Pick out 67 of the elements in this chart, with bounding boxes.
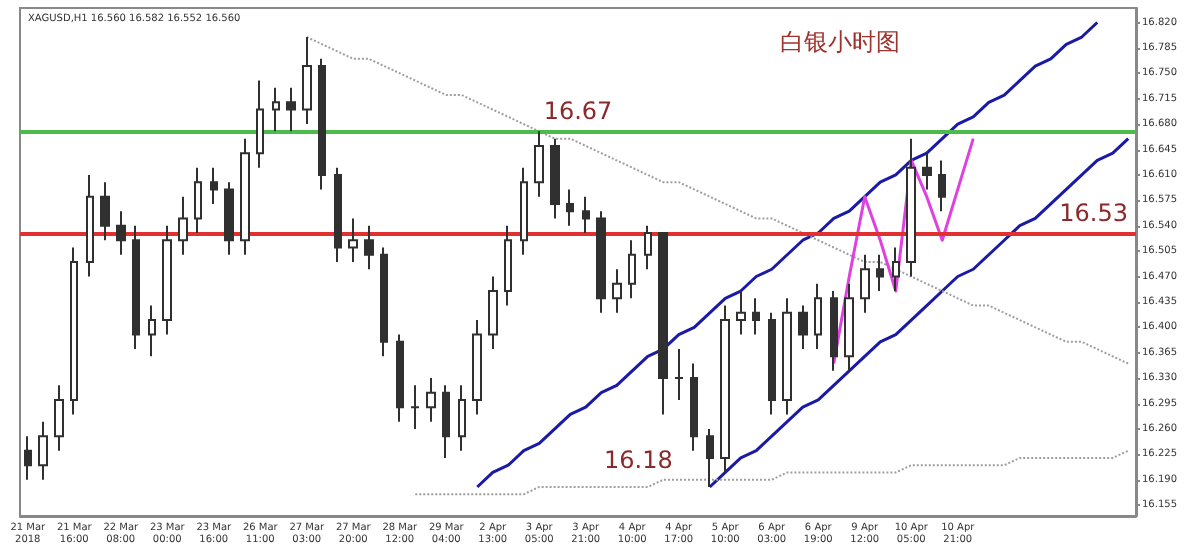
candlestick xyxy=(210,166,218,205)
candlestick xyxy=(240,137,250,256)
line-series xyxy=(414,449,1130,496)
candlestick xyxy=(768,311,776,416)
candlestick xyxy=(860,253,870,314)
candlestick xyxy=(396,333,404,423)
candlestick xyxy=(658,231,668,416)
candlestick xyxy=(132,224,140,351)
candlestick xyxy=(720,304,730,474)
candlestick xyxy=(752,297,760,336)
candlestick xyxy=(782,297,792,416)
candlestick xyxy=(938,159,946,213)
candlestick xyxy=(504,224,512,307)
candlestick xyxy=(472,319,482,416)
candlestick xyxy=(54,384,64,452)
candlestick xyxy=(830,290,838,372)
candlestick xyxy=(488,275,498,351)
candlestick xyxy=(86,173,94,278)
candlestick xyxy=(426,377,436,423)
annotation: 16.18 xyxy=(604,446,673,474)
candlestick xyxy=(736,290,746,336)
line-series xyxy=(832,137,975,366)
candlestick xyxy=(922,152,932,191)
candlestick xyxy=(38,420,48,481)
candlestick xyxy=(286,86,296,133)
candlestick xyxy=(844,282,854,372)
candlestick xyxy=(442,384,450,459)
candlestick xyxy=(612,268,622,314)
candlestick xyxy=(318,57,326,191)
line-series xyxy=(708,137,1130,489)
candlestick xyxy=(348,217,358,263)
candlestick xyxy=(100,181,110,242)
candlestick xyxy=(410,384,420,430)
candlestick xyxy=(876,253,884,293)
candlestick xyxy=(644,224,652,271)
candlestick xyxy=(534,130,544,198)
candlestick xyxy=(178,195,188,256)
candlestick xyxy=(628,239,636,300)
candlestick xyxy=(814,282,822,351)
candlestick xyxy=(674,348,684,401)
candlestick xyxy=(364,224,374,271)
candlestick xyxy=(520,166,528,256)
candlestick xyxy=(906,137,916,278)
candlestick xyxy=(458,384,466,452)
candlestick xyxy=(272,86,280,133)
candlestick xyxy=(706,427,714,488)
candlestick xyxy=(24,435,32,481)
ref-line-label: 16.67 xyxy=(543,97,613,126)
candlestick xyxy=(596,210,606,314)
ref-line-label: 16.53 xyxy=(1059,198,1128,227)
candlestick xyxy=(256,79,264,169)
text: 白银小时图 xyxy=(780,28,900,56)
candlestick xyxy=(550,137,560,220)
candlestick xyxy=(380,246,388,358)
candlestick xyxy=(224,181,234,256)
candlestick xyxy=(334,166,342,263)
candlestick xyxy=(690,362,698,452)
candlestick xyxy=(798,304,808,351)
candlestick xyxy=(302,36,312,126)
candlestick xyxy=(70,246,78,416)
candlestick xyxy=(582,195,590,234)
candlestick xyxy=(892,246,900,293)
candlestick xyxy=(116,210,126,256)
candlestick xyxy=(194,166,202,234)
candlestick xyxy=(148,304,156,358)
candlestick xyxy=(162,224,172,336)
candlestick xyxy=(566,188,574,227)
